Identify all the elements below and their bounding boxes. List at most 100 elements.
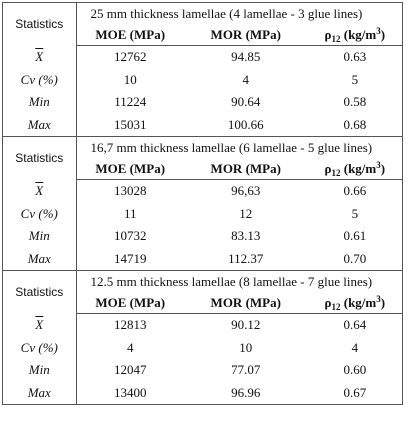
section-title-row: Statistics 25 mm thickness lamellae (4 l… bbox=[2, 2, 403, 46]
table-row: Cv (%) 10 4 5 bbox=[2, 68, 403, 91]
density-unit-close: ) bbox=[380, 161, 386, 176]
table-row: Max 15031 100.66 0.68 bbox=[2, 113, 403, 137]
statistics-label: Statistics bbox=[2, 270, 77, 314]
density-unit-sup: 3 bbox=[376, 294, 381, 304]
density-unit-open: (kg/m bbox=[340, 27, 377, 42]
density-header: ρ12 (kg/m3) bbox=[307, 293, 403, 314]
section-title-row: Statistics 16,7 mm thickness lamellae (6… bbox=[2, 136, 403, 180]
density-unit-close: ) bbox=[380, 27, 386, 42]
section-title: 25 mm thickness lamellae (4 lamellae - 3… bbox=[90, 6, 363, 21]
density-subscript: 12 bbox=[331, 302, 341, 312]
moe-value: 12813 bbox=[113, 317, 147, 333]
density-value: 0.66 bbox=[343, 183, 367, 199]
mor-value: 90.64 bbox=[231, 94, 261, 110]
moe-value: 10732 bbox=[113, 228, 147, 244]
row-label: Min bbox=[2, 91, 77, 114]
density-unit-open: (kg/m bbox=[340, 161, 377, 176]
mean-label: X bbox=[2, 45, 77, 69]
table-row: Min 11224 90.64 0.58 bbox=[2, 91, 403, 114]
table-row: Cv (%) 4 10 4 bbox=[2, 336, 403, 359]
mean-label: X bbox=[2, 313, 77, 337]
density-symbol: ρ bbox=[324, 27, 332, 42]
table-row: Min 12047 77.07 0.60 bbox=[2, 359, 403, 382]
moe-header: MOE (MPa) bbox=[76, 25, 184, 46]
row-label: Cv (%) bbox=[2, 68, 77, 91]
mor-value: 96,63 bbox=[231, 183, 261, 199]
mor-value: 94.85 bbox=[231, 49, 261, 65]
density-value: 0.70 bbox=[343, 250, 367, 266]
mean-symbol: X bbox=[35, 49, 44, 64]
mor-value: 112.37 bbox=[228, 250, 264, 266]
mor-header: MOR (MPa) bbox=[183, 25, 308, 46]
density-header: ρ12 (kg/m3) bbox=[307, 25, 403, 46]
moe-value: 14719 bbox=[113, 250, 147, 266]
column-header-row: MOE (MPa) MOR (MPa) ρ12 (kg/m3) bbox=[3, 25, 403, 46]
section-title-row: Statistics 12.5 mm thickness lamellae (8… bbox=[2, 270, 403, 314]
row-label: Min bbox=[2, 225, 77, 248]
mor-value: 100.66 bbox=[227, 116, 264, 132]
density-value: 0.67 bbox=[343, 384, 367, 400]
column-header-row: MOE (MPa) MOR (MPa) ρ12 (kg/m3) bbox=[3, 159, 403, 180]
density-value: 4 bbox=[351, 339, 359, 355]
moe-value: 13400 bbox=[113, 384, 147, 400]
moe-value: 12047 bbox=[113, 362, 147, 378]
mor-value: 90.12 bbox=[231, 317, 261, 333]
density-unit-close: ) bbox=[380, 295, 386, 310]
moe-value: 11 bbox=[123, 205, 137, 221]
moe-value: 15031 bbox=[113, 116, 147, 132]
moe-value: 11224 bbox=[114, 94, 147, 110]
moe-header: MOE (MPa) bbox=[76, 159, 184, 180]
density-symbol: ρ bbox=[324, 295, 332, 310]
density-unit-sup: 3 bbox=[376, 26, 381, 36]
density-subscript: 12 bbox=[331, 168, 341, 178]
mor-value: 12 bbox=[239, 205, 253, 221]
density-value: 0.64 bbox=[343, 317, 367, 333]
mor-header: MOR (MPa) bbox=[183, 159, 308, 180]
density-value: 5 bbox=[351, 71, 359, 87]
table-row: Cv (%) 11 12 5 bbox=[2, 202, 403, 225]
mean-symbol: X bbox=[35, 317, 44, 332]
density-value: 0.60 bbox=[343, 362, 367, 378]
table-row: Max 14719 112.37 0.70 bbox=[2, 247, 403, 271]
statistics-table-body: Statistics 25 mm thickness lamellae (4 l… bbox=[2, 2, 403, 405]
mean-label: X bbox=[2, 179, 77, 203]
density-subscript: 12 bbox=[331, 34, 341, 44]
row-label: Cv (%) bbox=[2, 202, 77, 225]
section-title: 12.5 mm thickness lamellae (8 lamellae -… bbox=[76, 270, 403, 293]
row-label: Min bbox=[2, 359, 77, 382]
mean-symbol: X bbox=[35, 183, 44, 198]
density-unit-open: (kg/m bbox=[340, 295, 377, 310]
statistics-label: Statistics bbox=[2, 2, 77, 46]
table-row: Min 10732 83.13 0.61 bbox=[2, 225, 403, 248]
row-label: Max bbox=[2, 247, 77, 271]
row-label: Max bbox=[2, 113, 77, 137]
table-row: X 13028 96,63 0.66 bbox=[2, 179, 403, 203]
moe-value: 12762 bbox=[113, 49, 147, 65]
moe-value: 4 bbox=[126, 339, 134, 355]
section-title: 16,7 mm thickness lamellae (6 lamellae -… bbox=[76, 136, 403, 159]
mor-value: 10 bbox=[239, 339, 253, 355]
table-row: Max 13400 96.96 0.67 bbox=[2, 381, 403, 405]
density-header: ρ12 (kg/m3) bbox=[307, 159, 403, 180]
row-label: Max bbox=[2, 381, 77, 405]
density-symbol: ρ bbox=[324, 161, 332, 176]
column-header-row: MOE (MPa) MOR (MPa) ρ12 (kg/m3) bbox=[3, 293, 403, 314]
density-value: 0.61 bbox=[343, 228, 367, 244]
density-value: 5 bbox=[351, 205, 359, 221]
moe-header: MOE (MPa) bbox=[76, 293, 184, 314]
density-value: 0.68 bbox=[343, 116, 367, 132]
mor-value: 4 bbox=[242, 71, 250, 87]
mor-header: MOR (MPa) bbox=[183, 293, 308, 314]
row-label: Cv (%) bbox=[2, 336, 77, 359]
density-value: 0.58 bbox=[343, 94, 367, 110]
table-row: X 12813 90.12 0.64 bbox=[2, 313, 403, 337]
statistics-table: Statistics 25 mm thickness lamellae (4 l… bbox=[2, 2, 403, 405]
mor-value: 83.13 bbox=[231, 228, 261, 244]
moe-value: 10 bbox=[123, 71, 137, 87]
table-row: X 12762 94.85 0.63 bbox=[2, 45, 403, 69]
moe-value: 13028 bbox=[113, 183, 147, 199]
statistics-label: Statistics bbox=[2, 136, 77, 180]
density-unit-sup: 3 bbox=[376, 160, 381, 170]
mor-value: 77.07 bbox=[231, 362, 261, 378]
mor-value: 96.96 bbox=[231, 384, 261, 400]
